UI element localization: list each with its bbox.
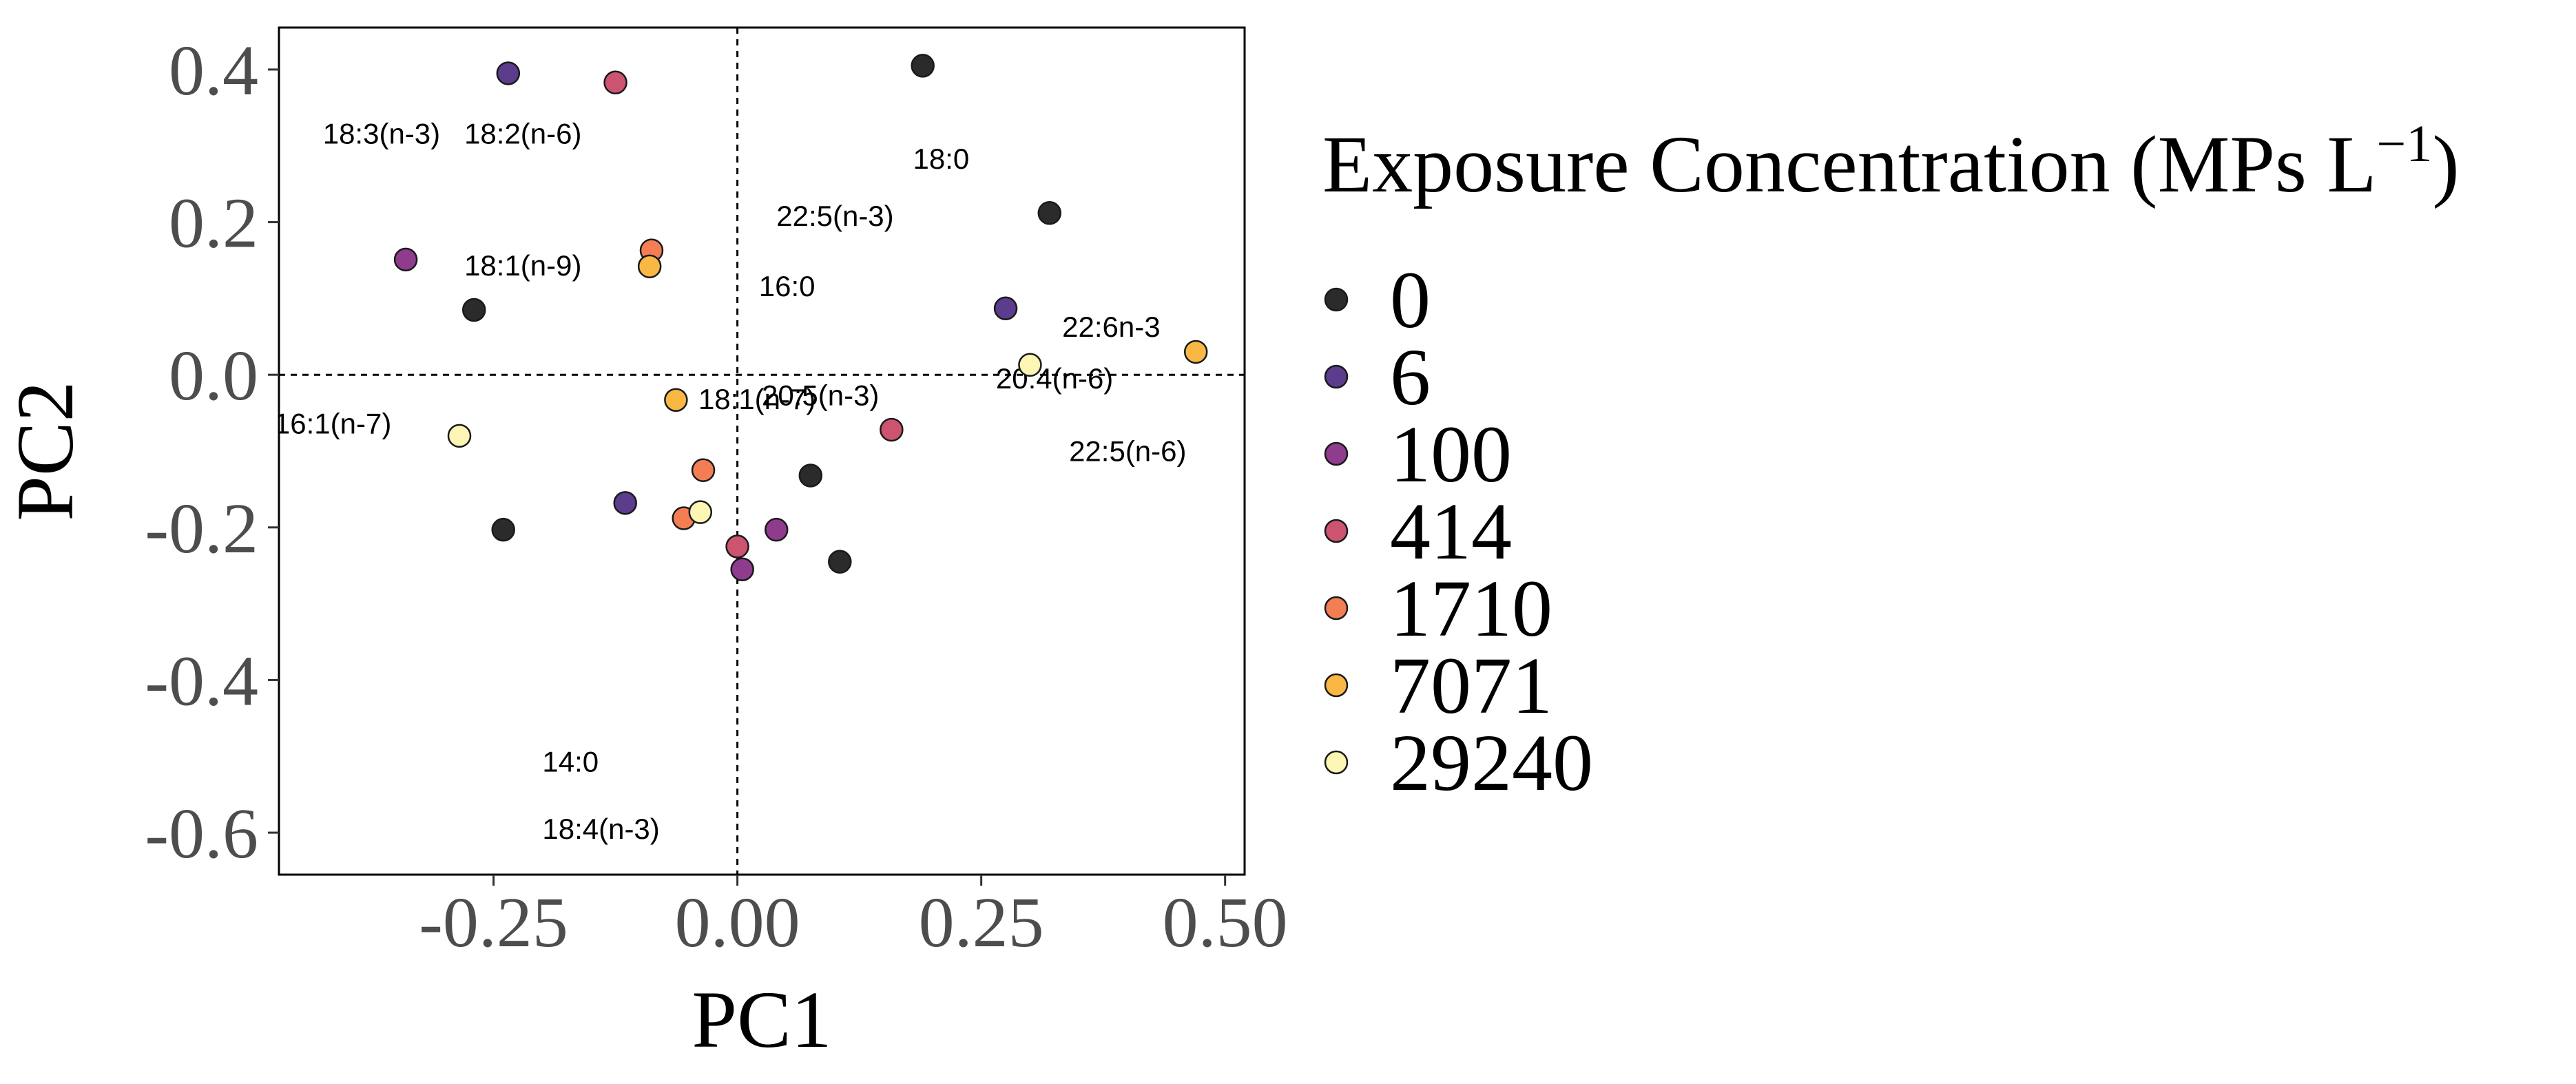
y-tick-label: -0.4 <box>145 641 258 720</box>
data-point-7071 <box>1183 340 1208 364</box>
x-axis-title: PC1 <box>692 974 831 1065</box>
data-point-100 <box>393 247 418 272</box>
loading-label-18-1-n-9: 18:1(n-9) <box>464 249 581 282</box>
legend-label-6: 6 <box>1390 332 1431 422</box>
legend-title: Exposure Concentration (MPs L−1) <box>1322 115 2460 209</box>
loading-label-18-4-n-3: 18:4(n-3) <box>542 813 659 845</box>
data-point-0 <box>461 298 486 322</box>
data-point-1710 <box>691 458 716 482</box>
legend-label-7071: 7071 <box>1390 640 1552 731</box>
data-point-7071 <box>637 254 662 279</box>
plot-content: 18:3(n-3) 18:2(n-6) 18:0 22:5(n-3) 18:1(n-9)… <box>274 28 1245 875</box>
loading-label-18-1-n-7: 18:1(n-7) <box>698 383 816 415</box>
y-tick-label: 0.4 <box>169 31 258 110</box>
y-tick-label: -0.6 <box>145 794 258 873</box>
loading-label-20-5-n-3: 20:5(n-3) <box>762 379 879 412</box>
loading-label-22-5-n-6: 22:5(n-6) <box>1069 435 1186 467</box>
data-point-7071 <box>664 388 688 413</box>
data-point-100 <box>730 557 754 582</box>
x-tick-label: 0.50 <box>1163 883 1288 962</box>
data-point-29240 <box>447 424 472 448</box>
data-point-29240 <box>1018 353 1042 377</box>
axes: 0.4 0.2 0.0 -0.2 -0.4 -0.6 -0.25 0.00 0.25 0.50 PC… <box>0 26 1288 1065</box>
data-point-100 <box>764 517 789 542</box>
data-point-0 <box>1037 201 1062 225</box>
legend-label-1710: 1710 <box>1390 563 1552 654</box>
legend-key-414 <box>1324 519 1349 543</box>
legend-label-29240: 29240 <box>1390 718 1593 808</box>
loading-label-16-0: 16:0 <box>759 270 816 302</box>
data-point-0 <box>491 517 515 542</box>
x-tick-label: -0.25 <box>419 883 568 962</box>
x-tick-label: 0.25 <box>919 883 1044 962</box>
legend-key-6 <box>1324 364 1349 389</box>
legend-key-7071 <box>1324 673 1349 698</box>
legend-label-414: 414 <box>1390 486 1512 576</box>
data-point-0 <box>798 463 823 488</box>
data-point-0 <box>911 54 935 78</box>
x-tick-label: 0.00 <box>675 883 800 962</box>
legend-label-0: 0 <box>1390 255 1431 345</box>
y-axis-title: PC2 <box>0 381 90 521</box>
data-point-414 <box>725 534 749 559</box>
legend-key-1710 <box>1324 596 1349 621</box>
loading-label-14-0: 14:0 <box>542 745 599 778</box>
data-point-6 <box>993 296 1018 321</box>
y-tick-label: 0.0 <box>169 336 258 415</box>
loading-label-18-0: 18:0 <box>913 143 970 175</box>
y-tick-label: -0.2 <box>145 489 258 568</box>
legend-key-29240 <box>1324 750 1349 775</box>
loading-label-22-6n-3: 22:6n-3 <box>1062 311 1160 343</box>
legend-key-0 <box>1324 287 1349 312</box>
data-point-29240 <box>688 500 713 524</box>
legend-key-100 <box>1324 441 1349 466</box>
plot-border <box>278 26 1246 876</box>
data-point-414 <box>603 70 627 95</box>
y-tick-label: 0.2 <box>169 184 258 263</box>
data-point-6 <box>613 491 637 515</box>
loading-label-18-3-n-3: 18:3(n-3) <box>323 117 440 149</box>
data-point-414 <box>880 417 904 442</box>
loading-label-22-5-n-3: 22:5(n-3) <box>776 200 893 232</box>
loading-label-16-1-n-7: 16:1(n-7) <box>274 408 391 440</box>
loading-label-20-4-n-6: 20:4(n-6) <box>996 362 1113 395</box>
legend: Exposure Concentration (MPs L−1) 06100414… <box>1322 115 2460 808</box>
data-point-6 <box>496 61 521 85</box>
data-point-0 <box>828 550 852 574</box>
loading-label-18-2-n-6: 18:2(n-6) <box>464 117 581 149</box>
plot-area: 18:3(n-3) 18:2(n-6) 18:0 22:5(n-3) 18:1(n-9)… <box>274 28 1245 875</box>
legend-label-100: 100 <box>1390 409 1512 499</box>
